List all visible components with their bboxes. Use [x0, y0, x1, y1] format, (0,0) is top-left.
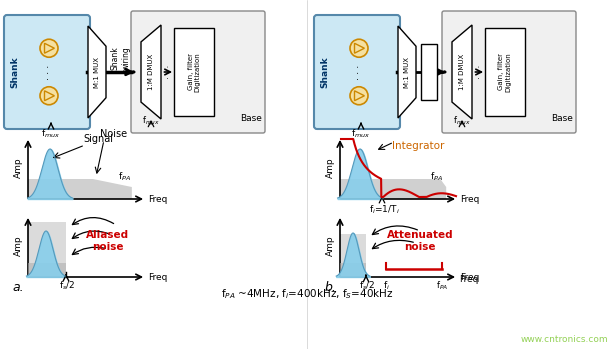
- Text: Shank: Shank: [10, 56, 20, 88]
- FancyBboxPatch shape: [131, 11, 265, 133]
- FancyBboxPatch shape: [4, 15, 90, 129]
- FancyBboxPatch shape: [485, 28, 525, 116]
- Text: · · ·: · · ·: [354, 64, 364, 80]
- Text: M:1 MUX: M:1 MUX: [404, 57, 410, 88]
- Polygon shape: [28, 263, 66, 277]
- Text: f$_s$/2: f$_s$/2: [359, 280, 375, 292]
- Text: Shank
wiring: Shank wiring: [111, 46, 130, 70]
- Polygon shape: [28, 222, 66, 277]
- Text: a.: a.: [12, 281, 23, 294]
- Text: f$_i$: f$_i$: [383, 280, 389, 292]
- Text: Shank: Shank: [320, 56, 330, 88]
- Text: 1:M DMUX: 1:M DMUX: [459, 54, 465, 90]
- Text: Signal: Signal: [83, 134, 113, 144]
- Circle shape: [40, 87, 58, 105]
- Text: f$_{mux}$: f$_{mux}$: [351, 128, 371, 141]
- Text: Noise: Noise: [100, 129, 127, 139]
- Text: www.cntronics.com: www.cntronics.com: [520, 335, 608, 344]
- Polygon shape: [44, 43, 54, 53]
- Text: Attenuated
noise: Attenuated noise: [387, 230, 453, 252]
- Text: Integrator: Integrator: [392, 141, 445, 151]
- Text: b.: b.: [325, 281, 337, 294]
- Polygon shape: [88, 26, 106, 118]
- FancyBboxPatch shape: [174, 28, 214, 116]
- Text: f$_{PA}$: f$_{PA}$: [118, 171, 131, 183]
- Polygon shape: [354, 43, 365, 53]
- Polygon shape: [28, 179, 132, 199]
- Polygon shape: [398, 26, 416, 118]
- FancyBboxPatch shape: [421, 44, 437, 100]
- Polygon shape: [340, 179, 446, 199]
- Text: Base: Base: [240, 114, 262, 123]
- Text: f$_i$=1/T$_i$: f$_i$=1/T$_i$: [368, 203, 399, 215]
- Text: f$_{mux}$: f$_{mux}$: [41, 128, 61, 141]
- Text: Freq: Freq: [148, 273, 167, 282]
- Polygon shape: [141, 25, 161, 119]
- Text: Freq: Freq: [460, 194, 479, 203]
- Text: f$_{mux}$: f$_{mux}$: [453, 114, 471, 127]
- Polygon shape: [354, 91, 365, 101]
- Text: Amp: Amp: [14, 236, 23, 256]
- Text: Aliased
noise: Aliased noise: [87, 230, 130, 252]
- Text: Freq: Freq: [148, 194, 167, 203]
- Text: Amp: Amp: [14, 158, 23, 178]
- Text: Gain, filter
Digitization: Gain, filter Digitization: [499, 52, 512, 92]
- Polygon shape: [340, 233, 366, 277]
- Text: f$_s$/2: f$_s$/2: [59, 280, 75, 292]
- Text: f$_{PA}$: f$_{PA}$: [430, 171, 443, 183]
- Text: M:1 MUX: M:1 MUX: [94, 57, 100, 88]
- Polygon shape: [452, 25, 472, 119]
- FancyBboxPatch shape: [314, 15, 400, 129]
- Text: f$_{PA}$ ~4MHz, f$_i$=400kHz, f$_S$=40kHz: f$_{PA}$ ~4MHz, f$_i$=400kHz, f$_S$=40kH…: [221, 287, 394, 301]
- Circle shape: [350, 39, 368, 57]
- Text: Freq: Freq: [459, 275, 478, 284]
- Text: Amp: Amp: [326, 236, 335, 256]
- Polygon shape: [340, 263, 366, 277]
- Text: 1:M DMUX: 1:M DMUX: [148, 54, 154, 90]
- Text: Base: Base: [551, 114, 573, 123]
- Text: Freq: Freq: [460, 273, 479, 282]
- Circle shape: [40, 39, 58, 57]
- FancyBboxPatch shape: [442, 11, 576, 133]
- Circle shape: [350, 87, 368, 105]
- Polygon shape: [44, 91, 54, 101]
- Text: · · ·: · · ·: [476, 65, 485, 79]
- Text: · · ·: · · ·: [165, 65, 174, 79]
- Text: · · ·: · · ·: [44, 64, 54, 80]
- Text: f$_{PA}$: f$_{PA}$: [436, 280, 448, 292]
- Text: Gain, filter
Digitization: Gain, filter Digitization: [188, 52, 200, 92]
- Text: Amp: Amp: [326, 158, 335, 178]
- Text: f$_{mux}$: f$_{mux}$: [142, 114, 160, 127]
